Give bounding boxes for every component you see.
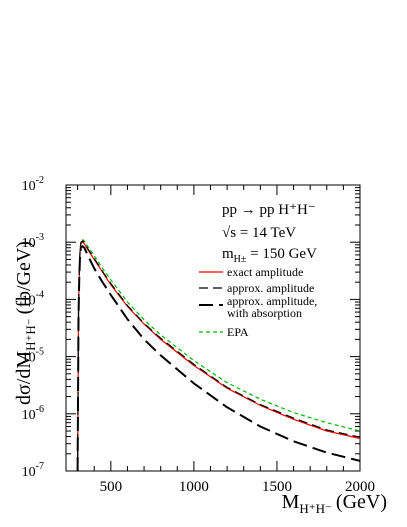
y-tick-label: 10-5: [22, 347, 44, 366]
mass-annotation-value: = 150 GeV: [246, 246, 317, 262]
series-group: [76, 239, 361, 472]
y-tick-label: 10-4: [22, 289, 44, 308]
mass-annotation-sub: H±: [234, 254, 247, 265]
legend-label-approx-amplitude-absorption: approx. amplitude, with absorption: [227, 294, 317, 320]
legend-label-exact-amplitude: exact amplitude: [227, 265, 303, 279]
y-axis-label-sub: H⁺H⁻: [23, 318, 38, 351]
x-tick-label: 1000: [179, 479, 209, 495]
x-axis-label-unit: (GeV): [336, 491, 387, 513]
y-tick-label: 10-6: [22, 404, 44, 423]
y-tick-label: 10-7: [22, 461, 44, 480]
y-axis-label-main: dσ/dM: [13, 351, 35, 405]
x-tick-labels: 500 1000 1500 2000: [100, 479, 375, 495]
legend-label-absorption-line2: with absorption: [227, 306, 302, 320]
y-tick-label: 10-3: [22, 232, 44, 251]
y-axis-label: dσ/dMH⁺H⁻ (fb/GeV): [13, 241, 38, 405]
series-line-2: [76, 245, 361, 472]
mass-annotation-symbol: m: [222, 246, 234, 262]
legend-label-absorption-line1: approx. amplitude,: [227, 294, 317, 308]
y-axis-label-unit: (fb/GeV): [13, 241, 35, 314]
series-line-0: [77, 241, 361, 472]
x-axis-label-main: M: [282, 491, 300, 513]
legend-label-approx-amplitude: approx. amplitude: [227, 281, 314, 295]
plot-frame: [65, 184, 361, 472]
energy-annotation: √s = 14 TeV: [222, 225, 296, 241]
mass-annotation: mH± = 150 GeV: [222, 246, 317, 265]
y-tick-labels: 10-7 10-6 10-5 10-4 10-3 10-2: [22, 175, 44, 480]
series-line-1: [77, 240, 361, 472]
series-line-3: [77, 239, 361, 472]
x-axis-label-sub: H⁺H⁻: [299, 501, 332, 516]
axis-ticks: [66, 184, 361, 472]
process-annotation: pp → pp H⁺H⁻: [222, 202, 316, 218]
y-tick-label: 10-2: [22, 175, 44, 194]
x-tick-label: 2000: [345, 479, 375, 495]
legend-label-epa: EPA: [227, 325, 249, 339]
x-tick-label: 1500: [262, 479, 292, 495]
x-tick-label: 500: [100, 479, 123, 495]
x-axis-label: MH⁺H⁻ (GeV): [282, 491, 387, 516]
legend: exact amplitude approx. amplitude approx…: [199, 265, 317, 339]
